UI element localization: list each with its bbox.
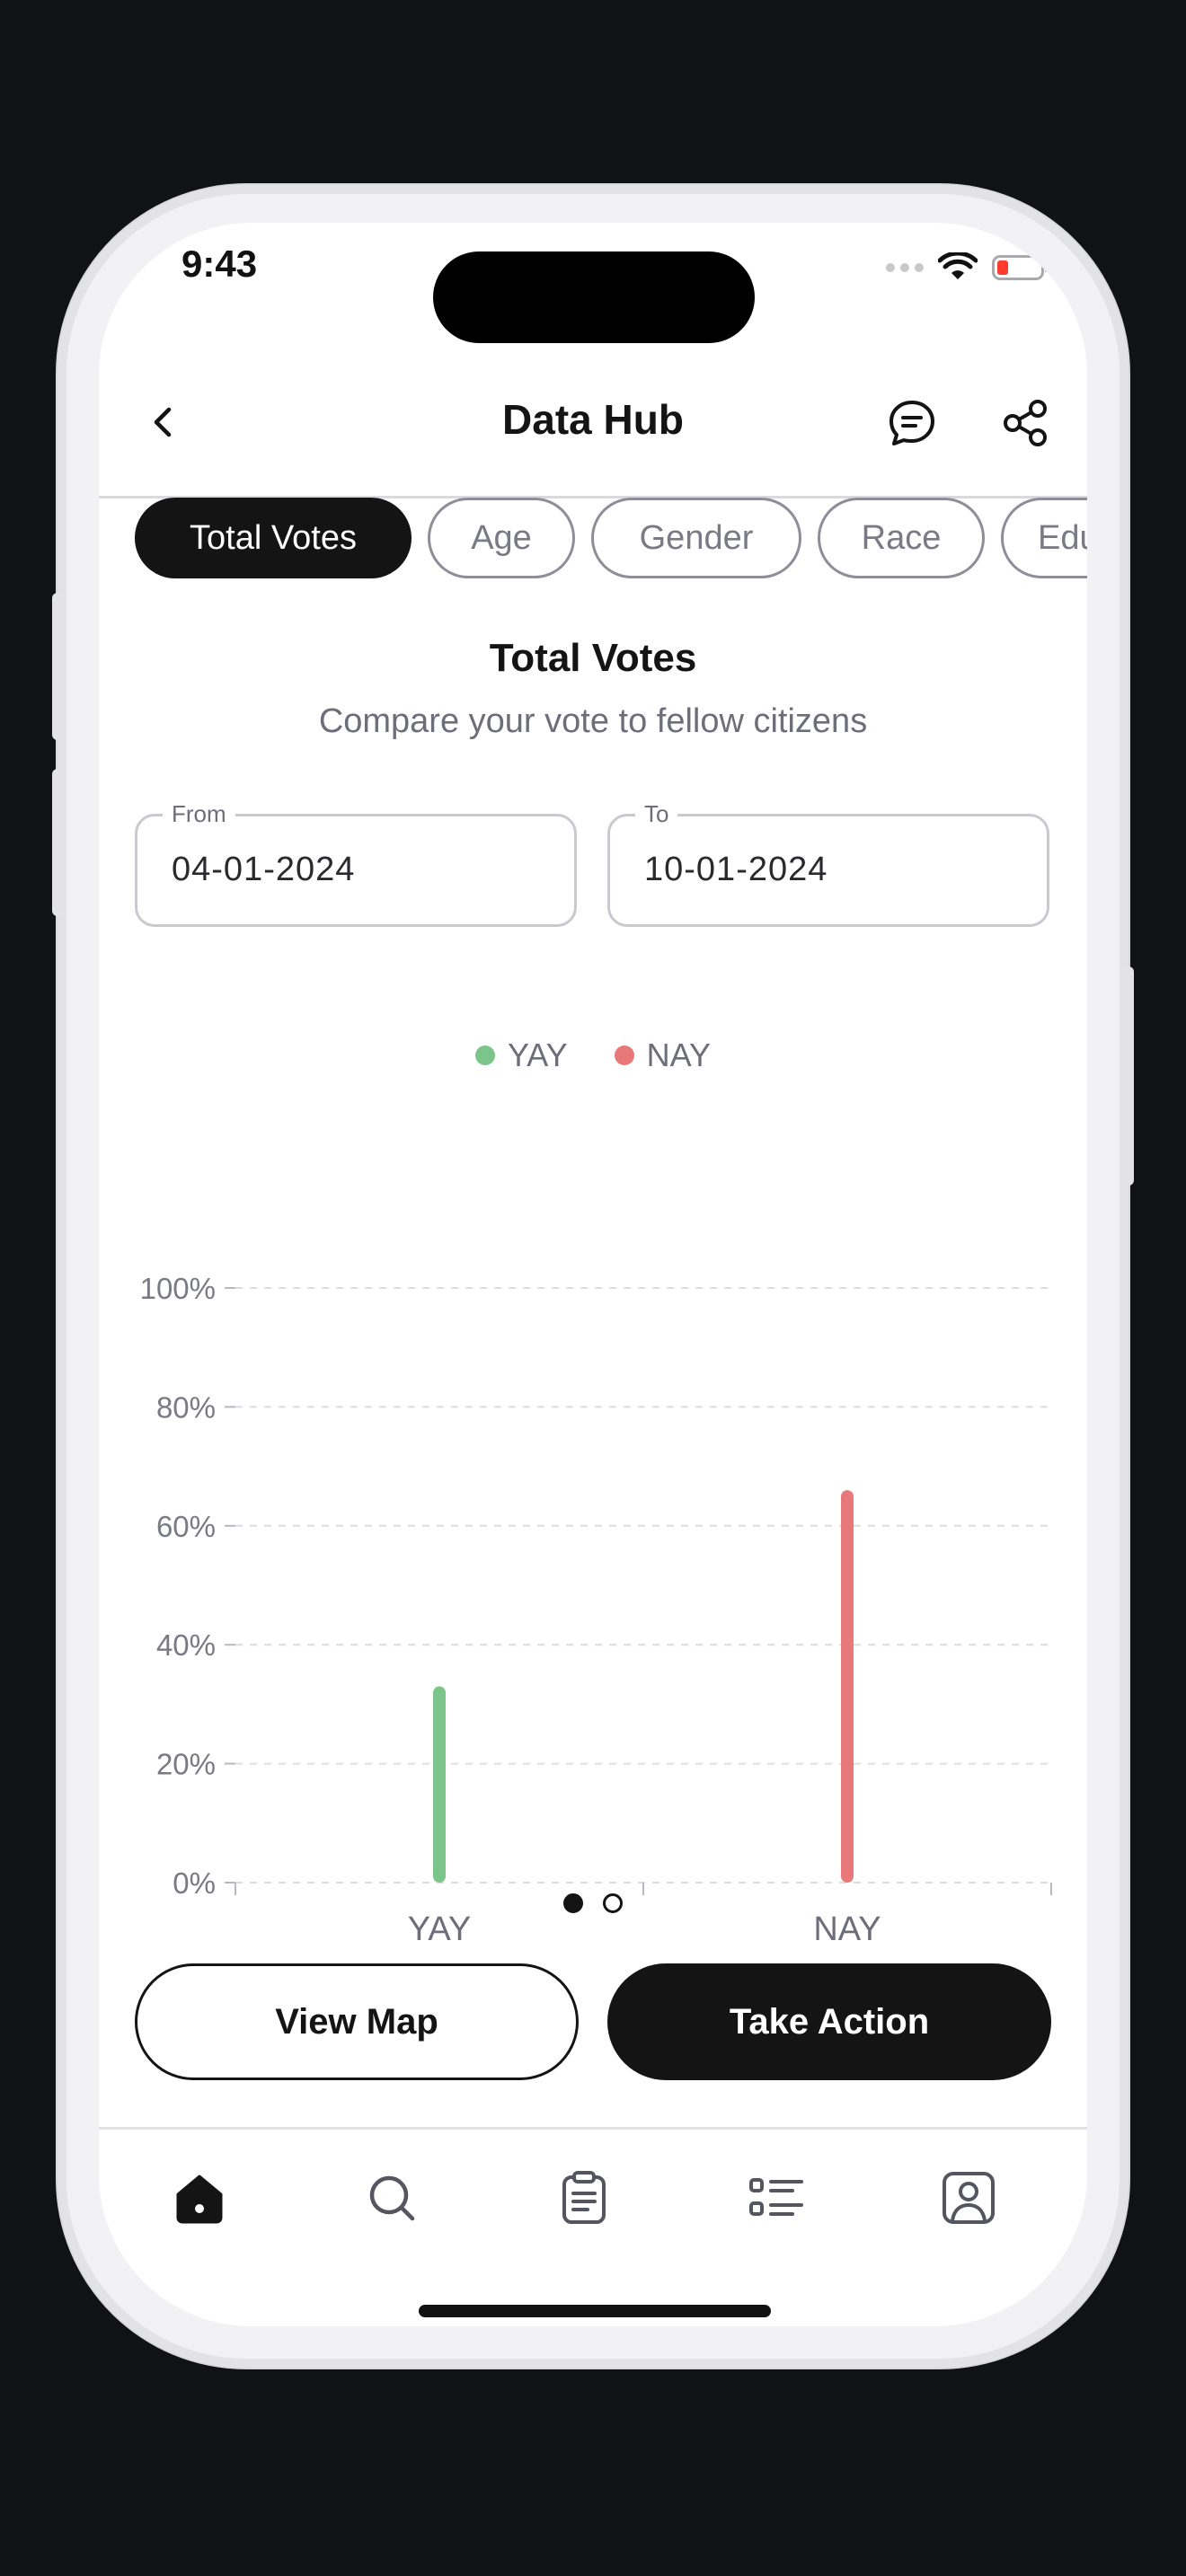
header: Data Hub xyxy=(99,357,1087,498)
chat-button[interactable] xyxy=(881,392,943,454)
section-subtitle: Compare your vote to fellow citizens xyxy=(318,702,868,740)
chevron-left-icon xyxy=(154,407,172,437)
legend-label-nay: NAY xyxy=(646,1037,712,1073)
y-tick-label-2: 40% xyxy=(156,1628,216,1662)
tab-ballot[interactable] xyxy=(548,2162,620,2234)
chat-icon xyxy=(890,401,934,446)
chart-legend: YAY NAY xyxy=(99,1037,1087,1074)
list-icon xyxy=(749,2178,803,2216)
status-icons xyxy=(886,250,1049,286)
back-button[interactable] xyxy=(135,393,192,451)
chip-total-votes[interactable]: Total Votes xyxy=(135,498,412,578)
x-tick-label-yay: YAY xyxy=(408,1910,471,1947)
battery-icon xyxy=(992,255,1049,280)
share-icon xyxy=(1004,400,1047,446)
home-icon xyxy=(176,2175,223,2224)
wifi-icon xyxy=(938,252,978,279)
legend-label-yay: YAY xyxy=(507,1037,568,1073)
chip-race[interactable]: Race xyxy=(818,498,985,578)
from-date-value: 04-01-2024 xyxy=(172,851,356,888)
to-date-label: To xyxy=(635,800,678,828)
tab-home[interactable] xyxy=(164,2162,235,2234)
chart-plot: 0% 20% 40% 60% 80% 100% YAY NAY xyxy=(140,1272,1052,1947)
chip-gender[interactable]: Gender xyxy=(591,498,801,578)
tab-profile[interactable] xyxy=(933,2162,1005,2234)
home-indicator[interactable] xyxy=(419,2305,771,2317)
power-button xyxy=(1123,966,1134,1186)
legend-item-yay[interactable]: YAY xyxy=(474,1037,568,1074)
chip-education[interactable]: Edu xyxy=(1001,498,1087,578)
y-tick-label-1: 20% xyxy=(156,1748,216,1781)
volume-up-button xyxy=(52,593,63,740)
y-tick-label-3: 60% xyxy=(156,1510,216,1543)
from-date-label: From xyxy=(163,800,235,828)
from-date-field[interactable]: From 04-01-2024 xyxy=(135,800,577,927)
tab-search[interactable] xyxy=(356,2162,428,2234)
chip-age[interactable]: Age xyxy=(428,498,575,578)
page-indicator xyxy=(99,1893,1087,1913)
tab-list[interactable] xyxy=(740,2162,812,2234)
votes-chart: YAY NAY 0% 20% 40% 60% 80% 100% YAY NAY xyxy=(99,959,1087,1947)
x-tick-label-nay: NAY xyxy=(813,1910,881,1947)
bar-nay xyxy=(841,1490,854,1883)
screen: 9:43 Data Hub xyxy=(99,223,1087,2326)
y-tick-label-4: 80% xyxy=(156,1390,216,1424)
search-icon xyxy=(369,2175,415,2221)
legend-item-nay[interactable]: NAY xyxy=(614,1037,712,1074)
dynamic-island xyxy=(433,251,755,343)
legend-dot-nay xyxy=(614,1045,634,1065)
profile-icon xyxy=(943,2172,995,2224)
y-tick-label-0: 0% xyxy=(173,1866,216,1900)
page-dot-2[interactable] xyxy=(603,1893,623,1913)
tab-bar xyxy=(99,2127,1087,2326)
status-time: 9:43 xyxy=(181,243,258,285)
cellular-signal-icon xyxy=(886,263,924,272)
legend-dot-yay xyxy=(474,1045,495,1065)
take-action-button[interactable]: Take Action xyxy=(607,1963,1051,2080)
bar-yay xyxy=(433,1686,446,1883)
section-title: Total Votes xyxy=(489,636,697,680)
page-title: Data Hub xyxy=(502,396,684,443)
y-tick-label-5: 100% xyxy=(140,1272,216,1305)
to-date-field[interactable]: To 10-01-2024 xyxy=(607,800,1049,927)
volume-down-button xyxy=(52,769,63,916)
filter-chips: Total Votes Age Gender Race Edu xyxy=(135,498,1087,587)
to-date-value: 10-01-2024 xyxy=(644,851,828,888)
share-button[interactable] xyxy=(994,392,1057,454)
view-map-button[interactable]: View Map xyxy=(135,1963,579,2080)
clipboard-icon xyxy=(562,2171,606,2224)
page-dot-1[interactable] xyxy=(563,1893,583,1913)
